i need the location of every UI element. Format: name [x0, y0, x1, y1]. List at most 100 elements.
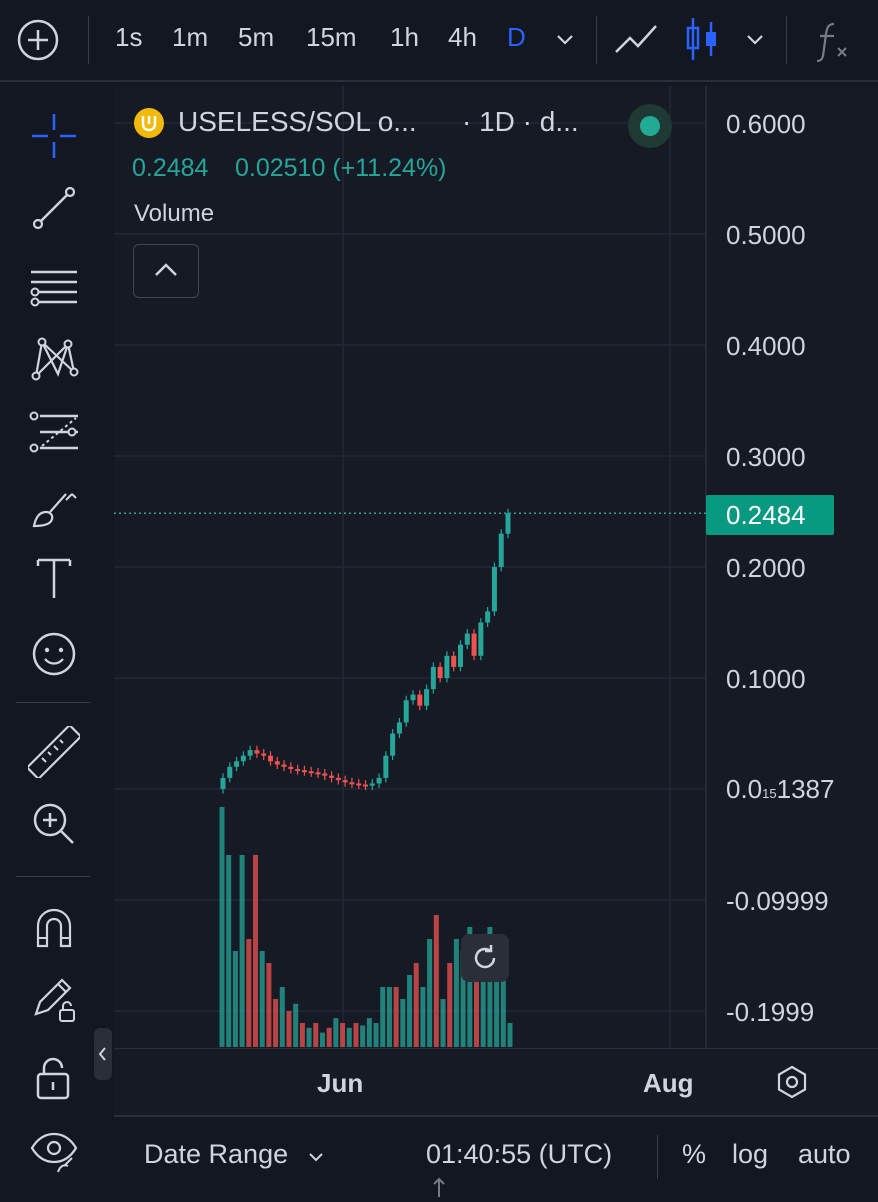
volume-bar — [259, 951, 265, 1047]
interval-1s[interactable]: 1s — [115, 22, 143, 52]
candle-body — [247, 750, 253, 756]
volume-bar — [507, 1023, 513, 1047]
candle-body — [315, 772, 321, 775]
volume-bar — [293, 1003, 299, 1047]
price-axis-label-subscript: 0.0151387 — [726, 774, 835, 804]
chart-settings-gear-icon[interactable] — [774, 1064, 810, 1100]
parallel-lines-icon[interactable] — [22, 256, 86, 316]
volume-bar — [366, 1018, 372, 1047]
candle-body — [335, 777, 341, 781]
interval-1h[interactable]: 1h — [390, 22, 419, 52]
add-symbol-icon[interactable] — [16, 18, 60, 62]
volume-label[interactable]: Volume — [134, 200, 215, 227]
volume-bar — [353, 1023, 359, 1047]
zoom-in-icon[interactable] — [22, 794, 86, 854]
chart-pane[interactable]: USELESS/SOL o... · 1D · d... 0.2484 0.02… — [114, 86, 878, 1200]
symbol-title[interactable]: USELESS/SOL o... — [178, 106, 417, 137]
ruler-measure-icon[interactable] — [22, 722, 86, 782]
date-range-chevron-icon[interactable] — [306, 1147, 326, 1167]
candle-body — [363, 784, 368, 787]
log-scale-toggle[interactable]: log — [732, 1139, 769, 1169]
candle-body — [356, 783, 362, 786]
price-axis-label: -0.1999 — [726, 997, 815, 1027]
trend-line-icon[interactable] — [22, 178, 86, 238]
candle-body — [390, 733, 396, 756]
volume-bar — [467, 927, 473, 1047]
volume-bar — [346, 1027, 352, 1047]
candle-body — [478, 622, 484, 656]
volume-bar — [226, 855, 232, 1047]
candles-chart-type-icon[interactable] — [684, 14, 720, 64]
volume-bar — [393, 987, 399, 1047]
candle-body — [301, 770, 307, 773]
volume-bar — [279, 987, 285, 1047]
volume-bar — [386, 987, 392, 1047]
interval-4h[interactable]: 4h — [448, 22, 477, 52]
volume-bar — [219, 807, 225, 1047]
volume-bar — [373, 1023, 379, 1047]
market-status-dot — [628, 104, 672, 148]
candle-body — [369, 783, 375, 786]
bottom-bar: Date Range 01:40:55 (UTC) % log auto — [114, 1115, 878, 1202]
volume-bar — [453, 939, 459, 1047]
candle-body — [227, 766, 233, 778]
percent-scale-toggle[interactable]: % — [682, 1139, 707, 1169]
candle-body — [396, 722, 402, 734]
candle-body — [491, 567, 497, 612]
utc-clock[interactable]: 01:40:55 (UTC) — [426, 1139, 613, 1169]
collapse-legend-button[interactable] — [133, 244, 199, 298]
date-range-button[interactable]: Date Range — [144, 1139, 289, 1169]
interval-1m[interactable]: 1m — [172, 22, 209, 52]
interval-15m[interactable]: 15m — [306, 22, 357, 52]
candle-body — [458, 644, 463, 667]
chart-type-dropdown-chevron-icon[interactable] — [744, 28, 766, 50]
emoji-icon[interactable] — [22, 624, 86, 684]
lock-all-drawings-icon[interactable] — [22, 1048, 86, 1108]
brush-icon[interactable] — [22, 478, 86, 538]
volume-bar — [460, 951, 466, 1047]
candle-body — [430, 666, 436, 690]
text-tool-icon[interactable] — [22, 548, 86, 608]
volume-bar — [433, 915, 439, 1047]
interval-5m[interactable]: 5m — [238, 22, 275, 52]
chart-canvas[interactable] — [114, 86, 878, 1116]
volume-bar — [480, 975, 486, 1047]
volume-bar — [380, 987, 386, 1047]
volume-bar — [407, 975, 413, 1047]
price-axis-label: 0.5000 — [726, 220, 806, 250]
magnet-icon[interactable] — [22, 898, 86, 958]
candle-body — [329, 775, 335, 778]
volume-bar — [420, 987, 426, 1047]
candle-body — [444, 655, 450, 678]
line-chart-type-icon[interactable] — [612, 18, 662, 62]
interval-d[interactable]: D — [507, 22, 526, 52]
candle-body — [471, 633, 477, 656]
volume-bar — [487, 927, 493, 1047]
volume-bar — [306, 1027, 312, 1047]
volume-bar — [319, 1032, 325, 1047]
candle-body — [505, 513, 511, 534]
hide-drawings-eye-icon[interactable] — [22, 1122, 86, 1182]
auto-scale-toggle[interactable]: auto — [798, 1139, 851, 1169]
indicators-fx-icon[interactable] — [812, 18, 852, 62]
candle-body — [268, 755, 273, 762]
candle-body — [451, 655, 457, 667]
reset-chart-button[interactable] — [461, 934, 509, 982]
candle-body — [308, 771, 314, 774]
fib-retracement-icon[interactable] — [22, 402, 86, 462]
volume-bar — [333, 1018, 339, 1047]
crosshair-icon[interactable] — [22, 106, 86, 166]
lock-drawings-pencil-icon[interactable] — [22, 970, 86, 1030]
volume-bar — [326, 1027, 332, 1047]
interval-dropdown-chevron-icon[interactable] — [554, 28, 576, 50]
resize-up-arrow-icon[interactable] — [430, 1175, 448, 1199]
price-axis-label: -0.09999 — [726, 886, 829, 916]
price-axis-label: 0.6000 — [726, 109, 806, 139]
pattern-xabcd-icon[interactable] — [22, 328, 86, 388]
volume-bar — [440, 999, 446, 1047]
volume-bar — [340, 1023, 346, 1047]
candle-body — [240, 755, 246, 762]
volume-bar — [232, 951, 238, 1047]
volume-bar — [273, 999, 279, 1047]
collapse-toolbar-handle[interactable] — [94, 1028, 112, 1080]
